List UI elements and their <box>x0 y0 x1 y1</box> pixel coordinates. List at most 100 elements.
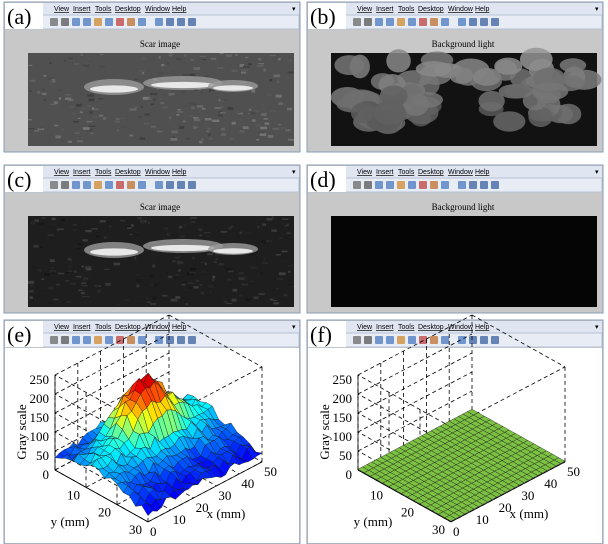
tool-icon <box>430 336 438 344</box>
texture <box>71 301 75 302</box>
menu-item: Tools <box>95 6 112 13</box>
texture <box>190 221 195 222</box>
texture <box>39 127 43 129</box>
texture <box>198 228 202 231</box>
texture <box>218 114 223 116</box>
texture <box>194 119 200 122</box>
tool-icon <box>166 336 174 344</box>
texture <box>263 118 268 119</box>
texture <box>55 136 60 139</box>
toolbar <box>5 178 299 192</box>
texture <box>273 302 279 304</box>
texture <box>43 75 46 77</box>
texture <box>205 263 207 265</box>
texture <box>193 223 197 224</box>
texture <box>141 217 148 220</box>
texture <box>42 93 47 95</box>
texture <box>100 54 103 55</box>
x-tick-label: 40 <box>544 476 557 491</box>
z-tick-label: 250 <box>333 372 353 387</box>
texture <box>49 270 56 273</box>
texture <box>243 276 247 279</box>
texture <box>236 270 240 271</box>
tool-icon <box>94 181 102 189</box>
texture <box>176 58 182 60</box>
texture <box>220 231 227 233</box>
menu-item: Window <box>145 324 171 331</box>
z-tick-label: 50 <box>339 448 352 463</box>
tool-icon <box>441 181 449 189</box>
texture <box>81 56 84 58</box>
texture <box>69 58 73 60</box>
scar-bright <box>151 82 215 88</box>
texture <box>270 110 276 111</box>
texture <box>109 226 111 227</box>
texture <box>265 123 270 125</box>
toolbar <box>5 333 299 347</box>
texture <box>190 217 197 218</box>
texture <box>31 89 35 92</box>
menu-item: Window <box>448 169 474 176</box>
texture <box>177 111 183 112</box>
texture <box>59 89 61 91</box>
scar-bright <box>151 245 215 251</box>
texture <box>181 91 186 93</box>
texture <box>162 295 167 297</box>
texture <box>160 263 164 265</box>
menu-item: View <box>357 6 373 13</box>
texture <box>206 131 209 133</box>
tool-icon <box>441 18 449 26</box>
texture <box>64 60 67 61</box>
tool-icon <box>94 18 102 26</box>
texture <box>254 296 259 299</box>
texture <box>135 274 141 276</box>
texture <box>187 138 190 139</box>
texture <box>169 121 174 123</box>
texture <box>202 59 206 60</box>
texture <box>206 235 210 237</box>
texture <box>100 220 106 222</box>
texture <box>175 257 180 259</box>
scar-bright <box>90 85 138 92</box>
texture <box>33 267 37 268</box>
y-tick-label: 10 <box>67 487 80 502</box>
blob <box>351 103 375 123</box>
texture <box>151 284 153 285</box>
texture <box>138 217 142 219</box>
x-tick-label: 50 <box>567 464 580 479</box>
texture <box>201 139 203 140</box>
texture <box>170 71 176 73</box>
texture <box>200 262 207 263</box>
texture <box>170 138 177 141</box>
texture <box>282 219 289 220</box>
texture <box>154 284 158 287</box>
scar-bright <box>213 248 253 253</box>
texture <box>76 104 81 107</box>
texture <box>76 248 81 249</box>
menu-item: Desktop <box>115 324 141 331</box>
tool-icon <box>386 336 394 344</box>
texture <box>276 95 282 98</box>
tool-icon <box>155 181 163 189</box>
texture <box>29 290 33 293</box>
blob <box>532 82 569 100</box>
tool-icon <box>50 18 58 26</box>
menu-item: Insert <box>73 169 91 176</box>
texture <box>48 234 55 235</box>
texture <box>151 303 157 304</box>
texture <box>185 105 190 107</box>
texture <box>127 227 131 229</box>
blob <box>334 55 364 75</box>
texture <box>288 71 293 73</box>
texture <box>188 223 194 225</box>
texture <box>173 112 176 113</box>
texture <box>129 135 133 137</box>
panel-label: (c) <box>7 167 31 192</box>
menu-arrow: ▾ <box>292 324 296 331</box>
texture <box>120 118 124 119</box>
texture <box>279 272 286 275</box>
texture <box>151 126 157 128</box>
texture <box>81 282 86 283</box>
texture <box>227 279 231 281</box>
texture <box>182 282 186 284</box>
